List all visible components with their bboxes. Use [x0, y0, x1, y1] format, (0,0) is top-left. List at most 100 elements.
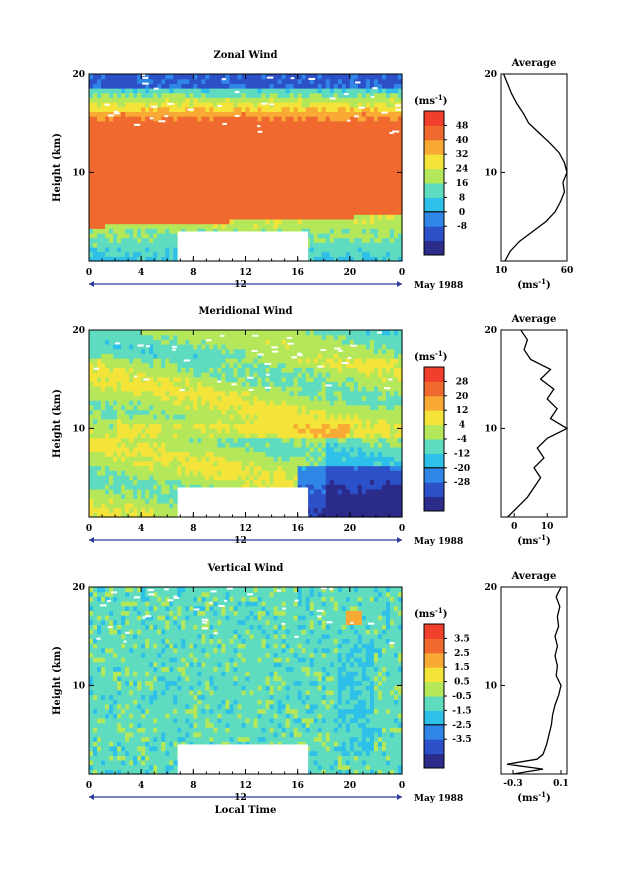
- heatmap-cell: [113, 372, 118, 377]
- heatmap-cell: [209, 358, 214, 363]
- heatmap-cell: [278, 88, 283, 93]
- heatmap-cell: [213, 358, 218, 363]
- heatmap-cell: [157, 391, 162, 396]
- heatmap-cell: [89, 428, 94, 433]
- heatmap-cell: [93, 172, 98, 177]
- heatmap-cell: [254, 97, 259, 102]
- heatmap-cell: [89, 144, 94, 149]
- heatmap-cell: [298, 125, 303, 130]
- heatmap-cell: [217, 452, 222, 457]
- heatmap-cell: [109, 335, 114, 340]
- heatmap-cell: [262, 200, 267, 205]
- heatmap-cell: [350, 242, 355, 247]
- heatmap-cell: [169, 414, 174, 419]
- heatmap-cell: [254, 475, 259, 480]
- heatmap-cell: [181, 107, 186, 112]
- heatmap-cell: [105, 438, 110, 443]
- heatmap-cell: [157, 367, 162, 372]
- heatmap-cell: [117, 433, 122, 438]
- heatmap-cell: [217, 121, 222, 126]
- heatmap-cell: [177, 74, 182, 79]
- heatmap-cell: [189, 121, 194, 126]
- heatmap-cell: [225, 381, 230, 386]
- heatmap-cell: [145, 168, 150, 173]
- heatmap-cell: [213, 107, 218, 112]
- heatmap-cell: [161, 168, 166, 173]
- heatmap-cell: [217, 428, 222, 433]
- heatmap-cell: [113, 489, 118, 494]
- heatmap-cell: [93, 489, 98, 494]
- heatmap-cell: [109, 400, 114, 405]
- heatmap-cell: [217, 83, 222, 88]
- heatmap-cell: [322, 125, 327, 130]
- heatmap-cell: [165, 214, 170, 219]
- heatmap-cell: [241, 97, 246, 102]
- heatmap-cell: [145, 233, 150, 238]
- heatmap-cell: [169, 386, 174, 391]
- heatmap-cell: [233, 139, 238, 144]
- heatmap-cell: [201, 480, 206, 485]
- heatmap-cell: [221, 135, 226, 140]
- heatmap-cell: [121, 475, 126, 480]
- heatmap-cell: [129, 456, 134, 461]
- heatmap-cell: [370, 74, 375, 79]
- heatmap-cell: [129, 344, 134, 349]
- heatmap-cell: [374, 93, 379, 98]
- heatmap-cell: [149, 224, 154, 229]
- heatmap-cell: [141, 153, 146, 158]
- heatmap-cell: [169, 484, 174, 489]
- heatmap-cell: [185, 130, 190, 135]
- heatmap-cell: [169, 214, 174, 219]
- heatmap-cell: [338, 242, 343, 247]
- heatmap-cell: [310, 102, 315, 107]
- heatmap-cell: [217, 130, 222, 135]
- heatmap-cell: [225, 400, 230, 405]
- heatmap-cell: [105, 214, 110, 219]
- heatmap-cell: [362, 228, 367, 233]
- heatmap-cell: [229, 419, 234, 424]
- heatmap-cell: [101, 433, 106, 438]
- heatmap-cell: [185, 344, 190, 349]
- heatmap-cell: [97, 111, 102, 116]
- heatmap-cell: [237, 125, 242, 130]
- heatmap-cell: [169, 191, 174, 196]
- heatmap-cell: [117, 489, 122, 494]
- heatmap-cell: [354, 242, 359, 247]
- heatmap-cell: [117, 158, 122, 163]
- heatmap-cell: [197, 196, 202, 201]
- heatmap-cell: [169, 452, 174, 457]
- heatmap-cell: [161, 349, 166, 354]
- heatmap-cell: [109, 386, 114, 391]
- heatmap-cell: [370, 163, 375, 168]
- heatmap-cell: [109, 414, 114, 419]
- heatmap-cell: [290, 79, 295, 84]
- heatmap-cell: [366, 93, 371, 98]
- heatmap-cell: [133, 344, 138, 349]
- heatmap-cell: [229, 93, 234, 98]
- heatmap-cell: [306, 158, 311, 163]
- heatmap-cell: [362, 83, 367, 88]
- heatmap-cell: [326, 177, 331, 182]
- heatmap-cell: [205, 470, 210, 475]
- heatmap-cell: [169, 121, 174, 126]
- heatmap-cell: [378, 224, 383, 229]
- heatmap-cell: [129, 144, 134, 149]
- heatmap-cell: [229, 153, 234, 158]
- heatmap-cell: [197, 168, 202, 173]
- heatmap-cell: [217, 438, 222, 443]
- heatmap-cell: [181, 391, 186, 396]
- heatmap-cell: [189, 367, 194, 372]
- heatmap-cell: [137, 339, 142, 344]
- heatmap-cell: [370, 186, 375, 191]
- heatmap-cell: [306, 135, 311, 140]
- heatmap-cell: [254, 116, 259, 121]
- heatmap-cell: [141, 447, 146, 452]
- heatmap-cell: [302, 121, 307, 126]
- heatmap-cell: [213, 116, 218, 121]
- heatmap-cell: [246, 139, 251, 144]
- heatmap-cell: [374, 247, 379, 252]
- heatmap-cell: [213, 88, 218, 93]
- heatmap-cell: [354, 153, 359, 158]
- heatmap-cell: [262, 196, 267, 201]
